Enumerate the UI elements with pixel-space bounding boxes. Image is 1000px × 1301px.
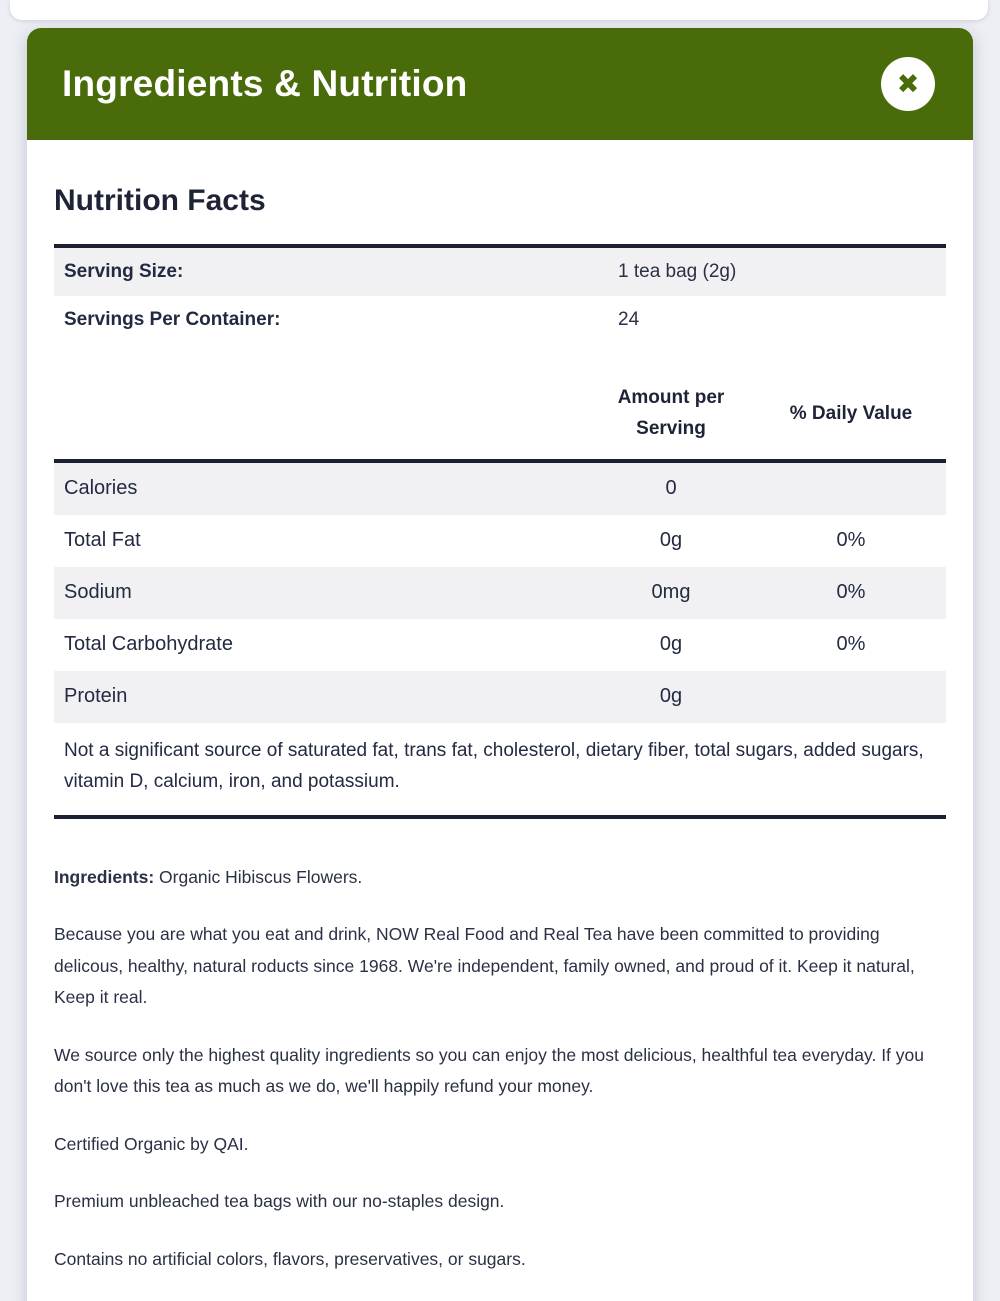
serving-size-value: 1 tea bag (2g) [618, 261, 737, 282]
nutrient-daily-value: 0% [836, 633, 866, 656]
servings-per-container-row: Servings Per Container: 24 [54, 296, 946, 344]
nutrient-label: Sodium [64, 581, 132, 604]
nutrient-amount: 0g [659, 685, 683, 708]
nutrition-facts-heading: Nutrition Facts [54, 184, 266, 217]
nutrient-amount: 0 [665, 477, 677, 500]
table-row: Calories 0 [54, 462, 946, 515]
top-rule [54, 244, 946, 248]
nutrient-daily-value: 0% [836, 529, 866, 552]
nutrient-label: Total Carbohydrate [64, 633, 233, 656]
nutrient-label: Calories [64, 477, 138, 500]
nutrition-note: Not a significant source of saturated fa… [64, 739, 924, 793]
nutrient-amount: 0g [659, 633, 683, 656]
marketing-paragraph: We source only the highest quality ingre… [54, 1044, 924, 1097]
table-rule [54, 458, 946, 463]
nutrient-label: Total Fat [64, 529, 141, 552]
nutrient-label: Protein [64, 685, 128, 708]
ingredients-line: Ingredients: Organic Hibiscus Flowers. [54, 863, 946, 893]
background-card-edge [10, 0, 988, 20]
table-row: Total Carbohydrate 0g 0% [54, 619, 946, 671]
serving-size-row: Serving Size: 1 tea bag (2g) [54, 248, 946, 296]
modal-body: Nutrition Facts Serving Size: 1 tea bag … [27, 140, 973, 1301]
servings-per-container-label: Servings Per Container: [64, 309, 281, 330]
nutrient-amount: 0g [659, 529, 683, 552]
table-row: Total Fat 0g 0% [54, 515, 946, 567]
no-artificial-line: Contains no artificial colors, flavors, … [54, 1248, 526, 1269]
ingredients-nutrition-modal: Ingredients & Nutrition ✖ Nutrition Fact… [27, 28, 973, 1301]
modal-header: Ingredients & Nutrition ✖ [27, 28, 973, 140]
marketing-paragraph: Because you are what you eat and drink, … [54, 924, 915, 1008]
certified-organic-line: Certified Organic by QAI. [54, 1133, 249, 1154]
ingredients-label: Ingredients: [54, 867, 155, 888]
serving-size-label: Serving Size: [64, 261, 184, 282]
daily-value-header: % Daily Value [789, 402, 913, 424]
close-button[interactable]: ✖ [881, 57, 935, 111]
nutrient-amount: 0mg [651, 581, 691, 604]
table-row: Protein 0g [54, 670, 946, 723]
close-icon: ✖ [896, 68, 920, 100]
ingredients-value: Organic Hibiscus Flowers. [154, 867, 363, 888]
table-row: Sodium 0mg 0% [54, 566, 946, 619]
servings-per-container-value: 24 [618, 309, 640, 330]
column-header-row: Amount per Serving % Daily Value [54, 344, 946, 459]
amount-per-serving-header: Amount per Serving [617, 387, 725, 440]
nutrient-daily-value: 0% [836, 581, 866, 604]
bottom-rule [54, 815, 946, 820]
tea-bags-line: Premium unbleached tea bags with our no-… [54, 1191, 505, 1212]
modal-title: Ingredients & Nutrition [62, 63, 468, 104]
